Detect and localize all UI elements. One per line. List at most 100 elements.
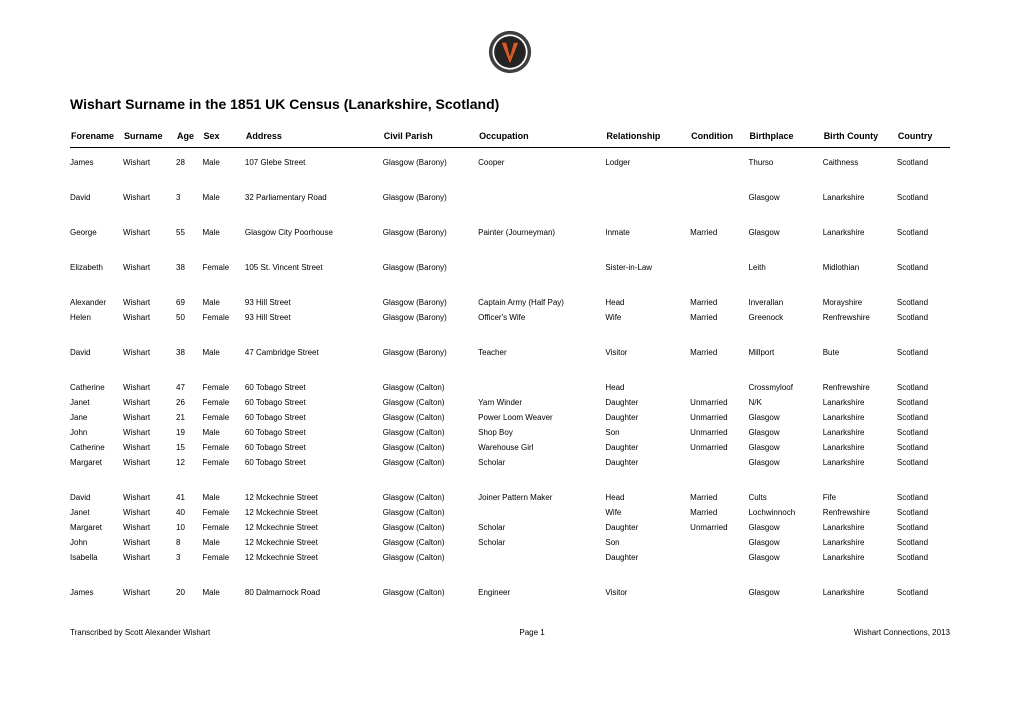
column-header: Age (176, 130, 203, 148)
table-cell: Glasgow (Barony) (383, 225, 478, 240)
table-cell: Glasgow (748, 535, 822, 550)
census-table: ForenameSurnameAgeSexAddressCivil Parish… (70, 130, 950, 600)
table-cell: Scotland (897, 380, 950, 395)
table-cell: Wishart (123, 410, 176, 425)
table-cell: Millport (748, 345, 822, 360)
table-cell: Scotland (897, 490, 950, 505)
table-cell: Greenock (748, 310, 822, 325)
table-cell: Scotland (897, 310, 950, 325)
table-cell: 15 (176, 440, 203, 455)
table-cell: Lanarkshire (823, 440, 897, 455)
table-cell: Lanarkshire (823, 190, 897, 205)
table-cell: Wishart (123, 505, 176, 520)
table-cell: Scotland (897, 190, 950, 205)
table-cell: Wishart (123, 490, 176, 505)
group-spacer (70, 470, 950, 490)
table-cell: Lanarkshire (823, 425, 897, 440)
group-spacer (70, 240, 950, 260)
table-cell: Crossmyloof (748, 380, 822, 395)
table-cell: Thurso (748, 148, 822, 171)
column-header: Civil Parish (383, 130, 478, 148)
table-cell: 12 Mckechnie Street (245, 490, 383, 505)
table-cell: Lanarkshire (823, 225, 897, 240)
table-cell: 69 (176, 295, 203, 310)
table-cell: Son (605, 425, 690, 440)
table-cell: Glasgow (748, 410, 822, 425)
table-cell: 38 (176, 345, 203, 360)
table-row: JaneWishart21Female60 Tobago StreetGlasg… (70, 410, 950, 425)
table-cell: Male (203, 585, 245, 600)
table-cell: Caithness (823, 148, 897, 171)
table-cell: Warehouse Girl (478, 440, 605, 455)
table-cell: Male (203, 190, 245, 205)
table-cell: Glasgow (748, 520, 822, 535)
table-row: IsabellaWishart3Female12 Mckechnie Stree… (70, 550, 950, 565)
table-cell: 107 Glebe Street (245, 148, 383, 171)
table-cell: 3 (176, 190, 203, 205)
table-cell (478, 380, 605, 395)
table-cell: 47 (176, 380, 203, 395)
table-cell: Male (203, 490, 245, 505)
table-header-row: ForenameSurnameAgeSexAddressCivil Parish… (70, 130, 950, 148)
table-cell: Scotland (897, 295, 950, 310)
table-cell (690, 260, 748, 275)
table-cell: Wishart (123, 520, 176, 535)
table-cell: Male (203, 535, 245, 550)
table-cell: Shop Boy (478, 425, 605, 440)
table-cell: Scholar (478, 455, 605, 470)
table-cell: John (70, 425, 123, 440)
table-cell: Glasgow (Barony) (383, 310, 478, 325)
table-cell: Wishart (123, 190, 176, 205)
table-cell: Wishart (123, 585, 176, 600)
table-cell: 32 Parliamentary Road (245, 190, 383, 205)
table-cell: Inmate (605, 225, 690, 240)
footer-right: Wishart Connections, 2013 (854, 628, 950, 637)
table-cell: Scotland (897, 345, 950, 360)
table-cell: David (70, 345, 123, 360)
table-cell: Wishart (123, 260, 176, 275)
table-row: CatherineWishart47Female60 Tobago Street… (70, 380, 950, 395)
table-cell: Painter (Journeyman) (478, 225, 605, 240)
table-cell: Renfrewshire (823, 310, 897, 325)
table-cell: Inverallan (748, 295, 822, 310)
table-cell: David (70, 190, 123, 205)
table-cell: Wishart (123, 295, 176, 310)
table-cell: Visitor (605, 345, 690, 360)
table-cell: Scotland (897, 440, 950, 455)
group-spacer (70, 170, 950, 190)
logo (70, 30, 950, 76)
table-cell: Scotland (897, 550, 950, 565)
table-cell: Scotland (897, 225, 950, 240)
table-cell: 10 (176, 520, 203, 535)
table-cell: Glasgow (Barony) (383, 148, 478, 171)
table-cell: Scotland (897, 148, 950, 171)
table-cell: Glasgow (Calton) (383, 505, 478, 520)
table-cell: David (70, 490, 123, 505)
table-cell: Wife (605, 310, 690, 325)
table-cell: Wife (605, 505, 690, 520)
table-cell: Son (605, 535, 690, 550)
table-cell (690, 148, 748, 171)
table-cell: Lanarkshire (823, 550, 897, 565)
table-cell: Glasgow (748, 440, 822, 455)
table-cell: Captain Army (Half Pay) (478, 295, 605, 310)
table-cell: Joiner Pattern Maker (478, 490, 605, 505)
table-cell: Bute (823, 345, 897, 360)
table-cell: Cooper (478, 148, 605, 171)
group-spacer (70, 360, 950, 380)
column-header: Condition (690, 130, 748, 148)
table-row: DavidWishart3Male32 Parliamentary RoadGl… (70, 190, 950, 205)
table-cell: 19 (176, 425, 203, 440)
table-cell: Scotland (897, 260, 950, 275)
table-cell: Glasgow (748, 585, 822, 600)
table-cell (478, 190, 605, 205)
table-cell: Female (203, 395, 245, 410)
table-cell: Morayshire (823, 295, 897, 310)
table-cell: Midlothian (823, 260, 897, 275)
table-cell: Daughter (605, 520, 690, 535)
table-cell: Glasgow (Calton) (383, 490, 478, 505)
group-spacer (70, 275, 950, 295)
table-cell: 80 Dalmarnock Road (245, 585, 383, 600)
table-cell (690, 380, 748, 395)
table-row: JohnWishart19Male60 Tobago StreetGlasgow… (70, 425, 950, 440)
